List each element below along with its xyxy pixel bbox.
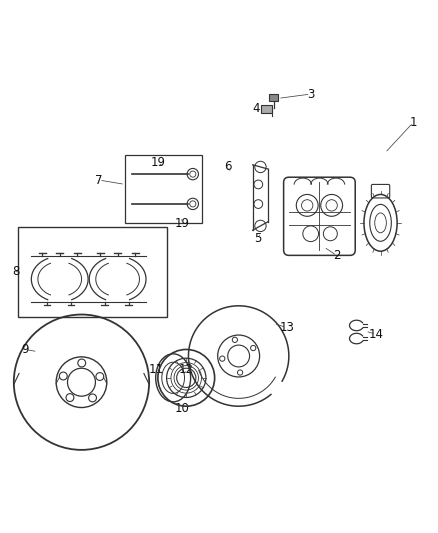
Text: 4: 4 [252, 102, 260, 115]
Text: 19: 19 [174, 217, 189, 230]
Text: 3: 3 [307, 87, 314, 101]
Text: 6: 6 [224, 159, 231, 173]
Text: 2: 2 [333, 249, 341, 262]
Text: 5: 5 [254, 232, 262, 245]
Text: 11: 11 [148, 362, 163, 376]
Text: 19: 19 [150, 156, 166, 169]
Text: 1: 1 [410, 116, 417, 129]
Text: 13: 13 [279, 321, 294, 334]
Text: 7: 7 [95, 174, 102, 187]
Text: 8: 8 [12, 265, 20, 278]
Text: 9: 9 [21, 343, 28, 356]
Bar [18, 227, 166, 317]
Bar [261, 105, 272, 113]
Text: 14: 14 [369, 328, 384, 341]
Bar [269, 94, 278, 101]
Text: 10: 10 [174, 402, 189, 415]
Text: 12: 12 [179, 362, 194, 376]
Bar [125, 155, 201, 223]
